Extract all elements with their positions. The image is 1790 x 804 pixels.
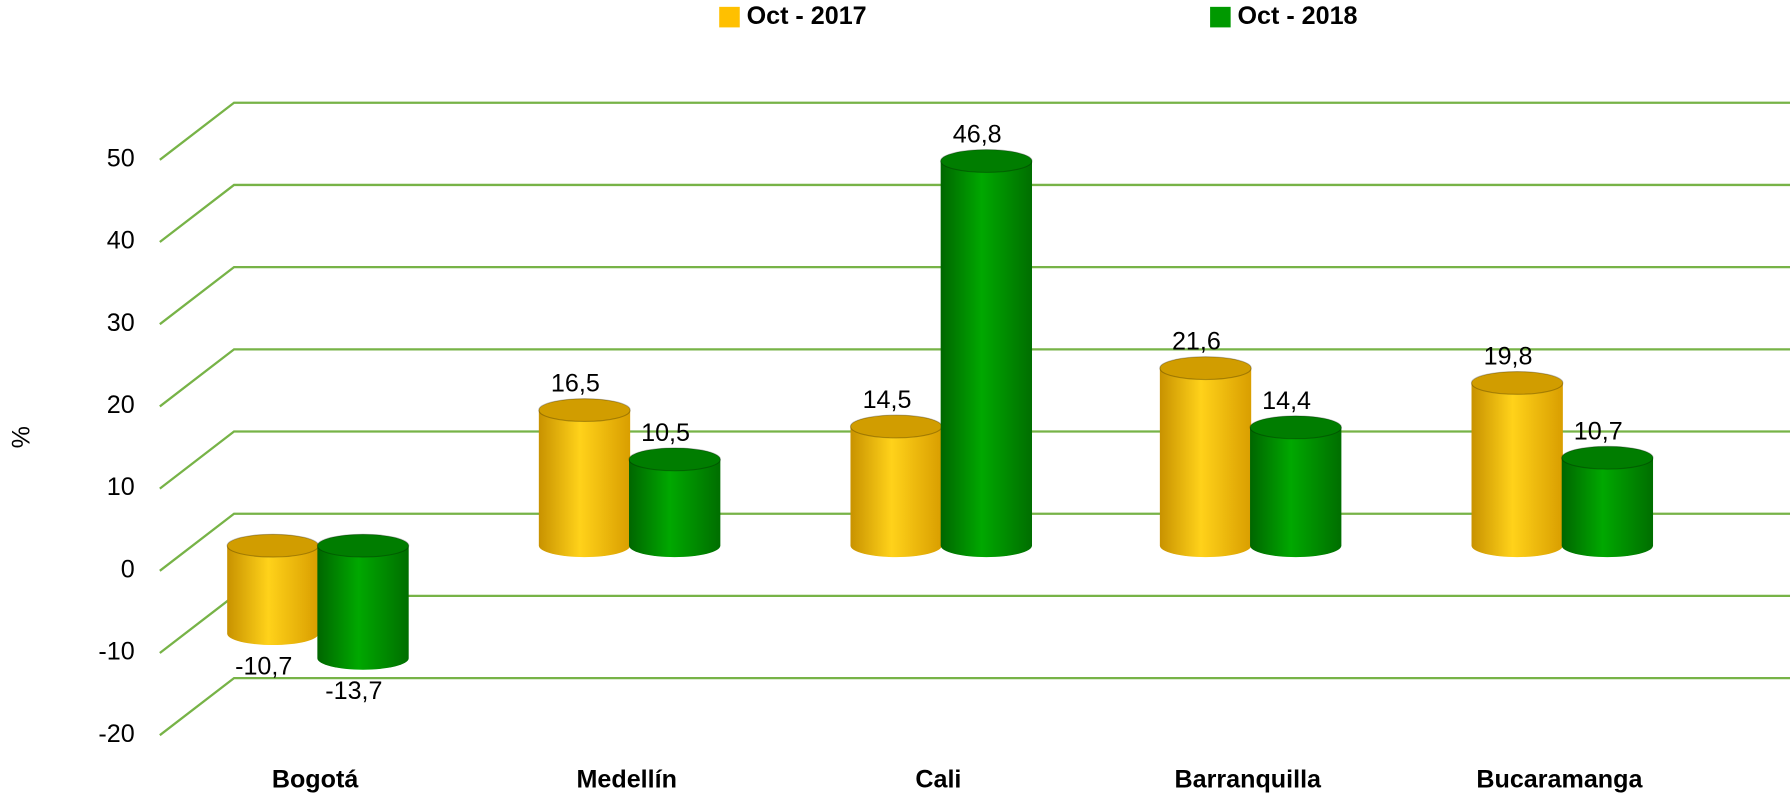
- bar-part: [1561, 457, 1654, 558]
- bar: [1249, 415, 1342, 558]
- value-label: 46,8: [953, 121, 1002, 149]
- value-label: 19,8: [1484, 342, 1533, 370]
- value-label: 10,7: [1574, 417, 1623, 445]
- bar: [940, 149, 1033, 558]
- value-label: 14,4: [1262, 387, 1311, 415]
- y-tick-label: 50: [107, 144, 135, 172]
- bar-part: [1470, 370, 1564, 395]
- bar-part: [538, 398, 631, 422]
- x-tick-label: Bucaramanga: [1476, 765, 1643, 793]
- value-label: 14,5: [863, 386, 912, 414]
- bar: [538, 398, 631, 558]
- bar: [1159, 356, 1252, 558]
- value-label: -13,7: [325, 677, 382, 705]
- grid-line: [159, 676, 1790, 737]
- bar: [226, 533, 320, 646]
- bar-part: [1159, 356, 1252, 380]
- bar-part: [1159, 356, 1252, 381]
- value-label: -10,7: [235, 653, 292, 681]
- bar-part: [317, 545, 409, 670]
- grid-line: [159, 183, 1790, 243]
- legend-swatch: [719, 6, 740, 28]
- bar-part: [227, 534, 319, 558]
- bar-part: [1250, 415, 1342, 439]
- bar-part: [1159, 368, 1252, 558]
- grid-line: [159, 348, 1790, 408]
- y-tick-label: 30: [107, 309, 135, 337]
- bar-part: [940, 161, 1033, 558]
- bar-part: [629, 459, 721, 558]
- bar: [316, 533, 410, 670]
- x-tick-label: Cali: [915, 765, 961, 793]
- bar-part: [316, 533, 410, 558]
- grid-line: [159, 265, 1790, 326]
- bar-part: [1250, 427, 1342, 558]
- y-tick-label: 0: [121, 555, 135, 583]
- value-label: 21,6: [1172, 328, 1221, 356]
- bar-part: [1471, 382, 1563, 558]
- bar-part: [940, 149, 1033, 173]
- bar: [628, 447, 721, 558]
- bar-part: [628, 447, 721, 472]
- bar-part: [227, 545, 319, 646]
- bar-part: [940, 149, 1033, 173]
- bar-part: [1471, 371, 1563, 395]
- bar-part: [1249, 415, 1342, 440]
- value-label: 16,5: [551, 370, 600, 398]
- bar: [849, 414, 943, 558]
- y-tick-label: -10: [98, 638, 134, 666]
- y-tick-label: 10: [107, 473, 135, 501]
- bar-part: [850, 426, 942, 558]
- bar-part: [850, 415, 942, 438]
- plot: % -20 -10 0 10 20 30 40 50 Bogotá Medellín Cali Bar…: [7, 2, 1790, 793]
- bar-part: [538, 410, 631, 558]
- legend-label: Oct - 2017: [747, 2, 867, 30]
- legend-swatch: [1210, 6, 1231, 28]
- bar: [1470, 370, 1564, 558]
- bar-part: [1561, 446, 1654, 470]
- bar-part: [538, 398, 631, 423]
- y-axis-label: %: [7, 426, 35, 448]
- grid-line: [159, 101, 1790, 161]
- x-tick-label: Medellín: [577, 765, 677, 793]
- value-label: 10,5: [641, 419, 690, 447]
- bar: [1561, 445, 1654, 558]
- bar-part: [317, 534, 409, 558]
- x-tick-label: Barranquilla: [1175, 765, 1323, 793]
- bar-part: [1561, 445, 1654, 470]
- legend-label: Oct - 2018: [1237, 2, 1357, 30]
- y-tick-label: -20: [98, 720, 134, 748]
- x-tick-label: Bogotá: [272, 765, 360, 793]
- y-tick-label: 40: [107, 227, 135, 255]
- bar-part: [629, 447, 721, 471]
- y-tick-label: 20: [107, 391, 135, 419]
